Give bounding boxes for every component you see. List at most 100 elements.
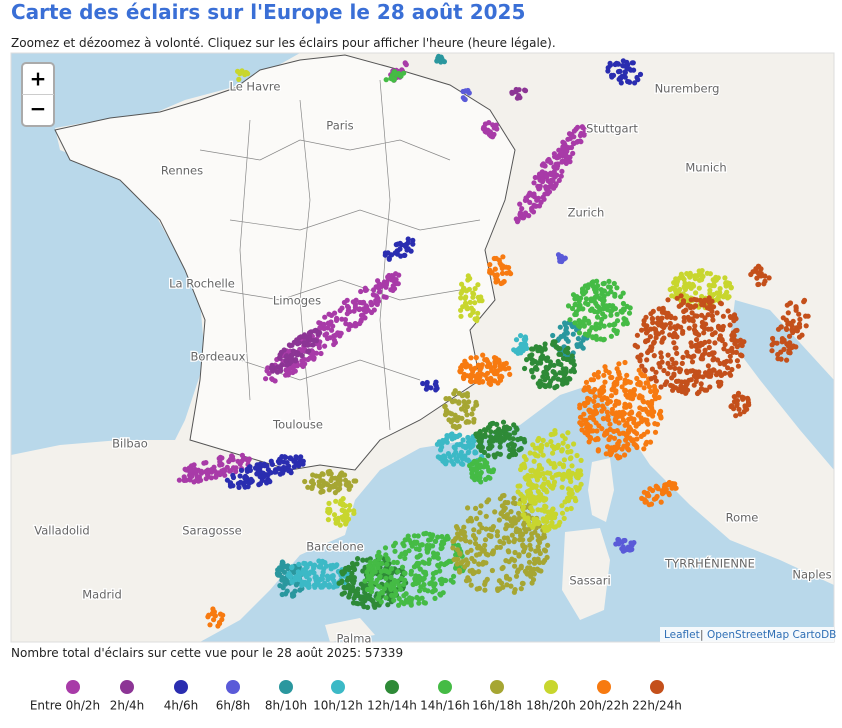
lightning-strike[interactable] bbox=[571, 369, 578, 375]
lightning-strike[interactable] bbox=[658, 350, 664, 356]
lightning-strike[interactable] bbox=[284, 362, 290, 368]
lightning-strike[interactable] bbox=[539, 535, 545, 541]
lightning-strike[interactable] bbox=[344, 303, 351, 309]
lightning-strike[interactable] bbox=[504, 431, 510, 437]
lightning-strike[interactable] bbox=[725, 280, 731, 286]
lightning-strike[interactable] bbox=[245, 458, 251, 464]
lightning-strike[interactable] bbox=[361, 582, 367, 589]
lightning-strike[interactable] bbox=[464, 419, 470, 425]
lightning-strike[interactable] bbox=[492, 378, 498, 384]
lightning-strike[interactable] bbox=[720, 313, 727, 319]
lightning-strike[interactable] bbox=[520, 215, 527, 221]
lightning-strike[interactable] bbox=[191, 462, 197, 468]
lightning-strike[interactable] bbox=[337, 307, 343, 314]
lightning-strike[interactable] bbox=[328, 566, 334, 572]
lightning-strike[interactable] bbox=[672, 365, 678, 371]
lightning-strike[interactable] bbox=[609, 374, 615, 381]
lightning-strike[interactable] bbox=[647, 334, 654, 340]
lightning-strike[interactable] bbox=[755, 281, 761, 288]
lightning-strike[interactable] bbox=[550, 177, 556, 184]
lightning-strike[interactable] bbox=[296, 561, 302, 568]
lightning-strike[interactable] bbox=[565, 443, 571, 450]
lightning-strike[interactable] bbox=[786, 333, 793, 339]
lightning-strike[interactable] bbox=[614, 285, 620, 291]
lightning-strike[interactable] bbox=[770, 335, 776, 342]
lightning-strike[interactable] bbox=[692, 342, 699, 349]
lightning-strike[interactable] bbox=[758, 266, 764, 272]
lightning-strike[interactable] bbox=[508, 509, 514, 515]
lightning-strike[interactable] bbox=[488, 526, 494, 532]
lightning-strike[interactable] bbox=[410, 237, 416, 243]
lightning-strike[interactable] bbox=[758, 273, 764, 279]
lightning-strike[interactable] bbox=[699, 354, 705, 360]
lightning-strike[interactable] bbox=[600, 416, 607, 422]
lightning-strike[interactable] bbox=[681, 315, 687, 321]
lightning-strike[interactable] bbox=[594, 428, 600, 434]
lightning-strike[interactable] bbox=[731, 312, 738, 318]
lightning-strike[interactable] bbox=[360, 299, 367, 305]
lightning-strike[interactable] bbox=[430, 532, 436, 538]
lightning-strike[interactable] bbox=[513, 425, 519, 431]
lightning-strike[interactable] bbox=[504, 535, 510, 541]
lightning-strike[interactable] bbox=[355, 586, 361, 592]
lightning-strike[interactable] bbox=[531, 571, 537, 577]
lightning-strike[interactable] bbox=[381, 282, 387, 288]
lightning-strike[interactable] bbox=[289, 564, 295, 570]
lightning-strike[interactable] bbox=[472, 286, 478, 292]
lightning-strike[interactable] bbox=[384, 561, 390, 567]
lightning-strike[interactable] bbox=[711, 279, 717, 285]
lightning-strike[interactable] bbox=[694, 390, 701, 397]
lightning-strike[interactable] bbox=[539, 484, 545, 490]
lightning-strike[interactable] bbox=[347, 502, 353, 509]
lightning-strike[interactable] bbox=[346, 594, 352, 600]
lightning-strike[interactable] bbox=[358, 288, 364, 295]
lightning-strike[interactable] bbox=[461, 399, 467, 405]
lightning-strike[interactable] bbox=[233, 468, 239, 475]
lightning-strike[interactable] bbox=[497, 377, 504, 383]
lightning-strike[interactable] bbox=[735, 363, 742, 369]
lightning-strike[interactable] bbox=[592, 403, 598, 409]
lightning-strike[interactable] bbox=[486, 120, 492, 126]
lightning-strike[interactable] bbox=[342, 477, 349, 483]
lightning-strike[interactable] bbox=[366, 576, 373, 582]
lightning-strike[interactable] bbox=[399, 564, 406, 570]
lightning-strike[interactable] bbox=[402, 60, 408, 66]
lightning-strike[interactable] bbox=[621, 316, 627, 322]
lightning-strike[interactable] bbox=[402, 555, 408, 562]
lightning-strike[interactable] bbox=[578, 481, 584, 487]
lightning-strike[interactable] bbox=[543, 487, 549, 493]
lightning-strike[interactable] bbox=[515, 217, 521, 223]
lightning-strike[interactable] bbox=[500, 419, 507, 425]
zoom-out[interactable]: − bbox=[30, 97, 47, 121]
lightning-strike[interactable] bbox=[411, 539, 418, 545]
lightning-strike[interactable] bbox=[550, 185, 556, 191]
lightning-strike[interactable] bbox=[391, 69, 397, 75]
lightning-strike[interactable] bbox=[489, 421, 495, 427]
lightning-strike[interactable] bbox=[362, 578, 368, 584]
lightning-strike[interactable] bbox=[344, 297, 350, 303]
lightning-strike[interactable] bbox=[402, 537, 408, 543]
lightning-strike[interactable] bbox=[325, 320, 331, 326]
lightning-strike[interactable] bbox=[482, 587, 488, 593]
lightning-strike[interactable] bbox=[606, 322, 613, 328]
lightning-strike[interactable] bbox=[487, 262, 493, 268]
lightning-strike[interactable] bbox=[351, 478, 357, 484]
lightning-strike[interactable] bbox=[461, 524, 467, 530]
lightning-strike[interactable] bbox=[696, 285, 702, 291]
lightning-strike[interactable] bbox=[678, 324, 684, 330]
lightning-strike[interactable] bbox=[512, 549, 518, 556]
lightning-strike[interactable] bbox=[565, 498, 572, 504]
lightning-strike[interactable] bbox=[478, 294, 484, 300]
lightning-strike[interactable] bbox=[480, 548, 486, 554]
lightning-strike[interactable] bbox=[712, 340, 718, 346]
lightning-strike[interactable] bbox=[337, 473, 343, 479]
lightning-strike[interactable] bbox=[527, 199, 533, 205]
lightning-strike[interactable] bbox=[345, 575, 351, 582]
lightning-strike[interactable] bbox=[462, 96, 468, 103]
lightning-strike[interactable] bbox=[335, 518, 341, 524]
lightning-strike[interactable] bbox=[672, 324, 678, 330]
lightning-strike[interactable] bbox=[423, 386, 429, 392]
lightning-strike[interactable] bbox=[525, 515, 531, 521]
lightning-strike[interactable] bbox=[659, 323, 665, 329]
lightning-strike[interactable] bbox=[619, 384, 625, 390]
